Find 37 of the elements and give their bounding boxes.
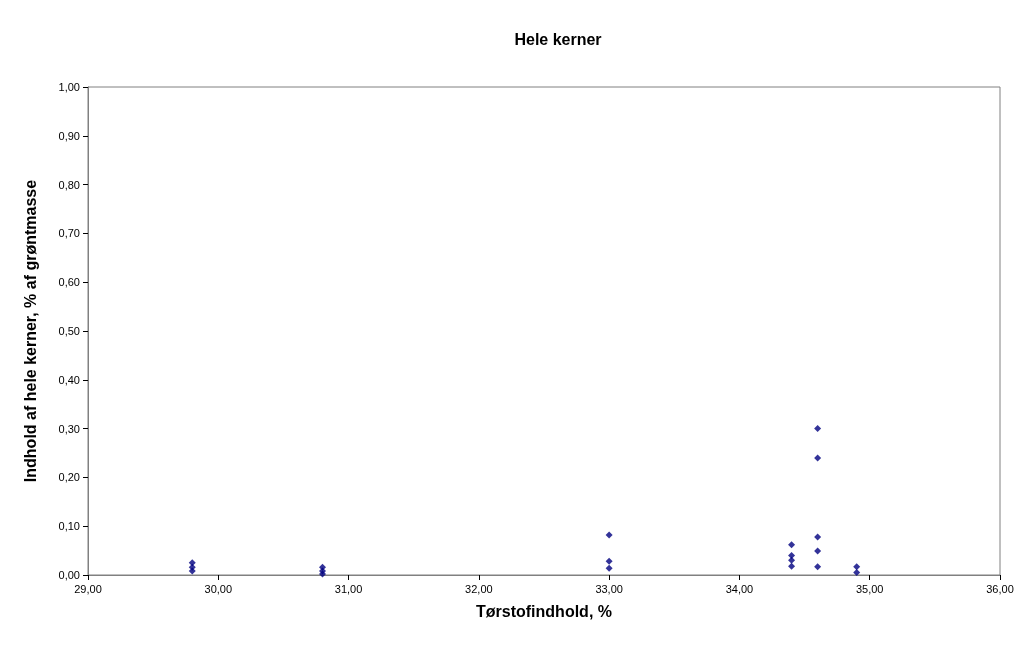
x-tick-label: 35,00 [855, 582, 884, 595]
point [605, 557, 613, 565]
x-axis-title: Tørstofindhold, % [476, 602, 612, 620]
y-tick-label: 0,10 [58, 520, 80, 533]
y-tick-label: 0,60 [58, 276, 80, 289]
x-tick-label: 30,00 [204, 582, 233, 595]
point [814, 533, 822, 541]
x-tick-label: 32,00 [465, 582, 493, 595]
y-tick-label: 0,00 [58, 569, 80, 581]
point [788, 556, 796, 564]
y-tick-label: 0,70 [58, 227, 80, 240]
y-tick-label: 0,30 [58, 422, 80, 435]
x-tick-label: 31,00 [334, 582, 363, 595]
y-tick-label: 1,00 [58, 81, 80, 93]
point [605, 564, 613, 572]
y-tick-label: 0,20 [58, 471, 80, 484]
y-tick-label: 0,90 [58, 129, 80, 142]
point [605, 531, 613, 539]
point [788, 562, 796, 570]
point [188, 567, 196, 575]
point [853, 569, 861, 577]
x-tick-label: 36,00 [986, 582, 1014, 595]
y-tick-label: 0,50 [58, 325, 80, 337]
x-tick-label: 33,00 [595, 582, 623, 595]
point [788, 551, 796, 559]
point [814, 563, 822, 571]
y-tick-label: 0,80 [58, 178, 80, 191]
x-tick-label: 34,00 [725, 582, 754, 595]
point [814, 547, 822, 555]
point [853, 563, 861, 571]
point [814, 425, 822, 433]
point [814, 454, 822, 462]
chart-title: Hele kerner [514, 30, 602, 48]
x-tick-label: 29,00 [74, 582, 102, 595]
y-axis-title: Indhold af hele kerner, % af grøntmasse [21, 179, 39, 483]
point [788, 541, 796, 549]
y-tick-label: 0,40 [58, 373, 80, 386]
